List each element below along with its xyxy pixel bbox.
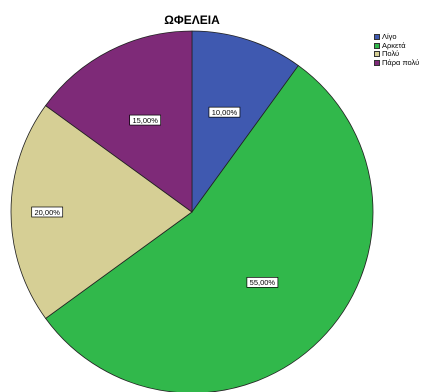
legend-swatch xyxy=(374,34,380,41)
pie-slice-0 xyxy=(191,30,299,214)
legend-label: Λίγο xyxy=(382,32,397,41)
legend: Λίγο Αρκετά Πολύ Πάρα πολύ xyxy=(374,32,420,68)
svg-text:15,00%: 15,00% xyxy=(132,116,158,125)
svg-text:55,00%: 55,00% xyxy=(250,278,276,287)
pie-slice-2 xyxy=(10,105,193,319)
legend-item-1: Αρκετά xyxy=(374,40,419,51)
slice-label-0: 10,00% xyxy=(208,106,241,118)
legend-label: Πολύ xyxy=(382,49,400,58)
svg-text:10,00%: 10,00% xyxy=(212,108,238,117)
pie-slice-1 xyxy=(45,65,374,392)
legend-swatch xyxy=(374,59,380,66)
legend-item-2: Πολύ xyxy=(374,49,419,59)
legend-item-3: Πάρα πολύ xyxy=(374,57,420,68)
legend-label: Πάρα πολύ xyxy=(382,57,420,67)
svg-text:20,00%: 20,00% xyxy=(34,208,60,217)
legend-label: Αρκετά xyxy=(382,40,406,50)
slice-label-2: 20,00% xyxy=(31,206,64,218)
slice-label-1: 55,00% xyxy=(246,277,279,288)
chart-title: ΩΦΕΛΕΙΑ xyxy=(164,13,220,27)
legend-swatch xyxy=(374,42,380,49)
slice-label-3: 15,00% xyxy=(129,114,162,126)
legend-item-0: Λίγο xyxy=(374,32,419,42)
pie-slice-3 xyxy=(45,30,193,213)
legend-swatch xyxy=(374,51,380,58)
